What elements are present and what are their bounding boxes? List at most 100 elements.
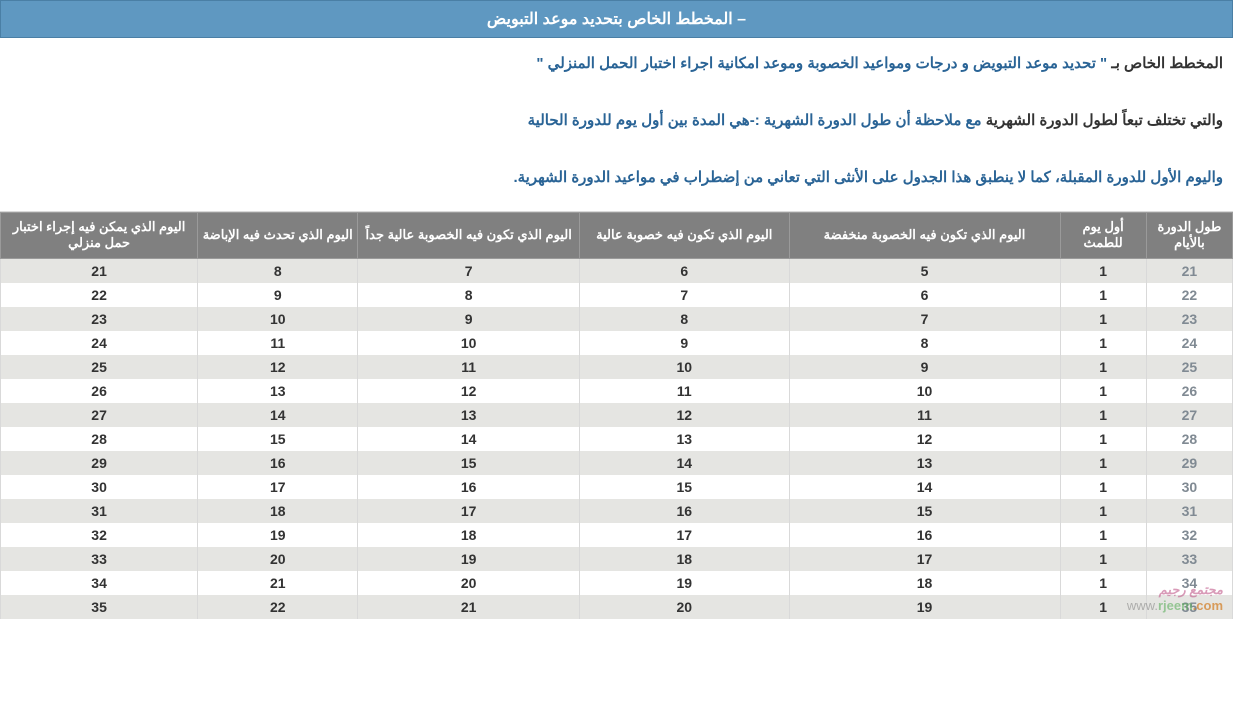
table-row: 2611011121326 [1,379,1233,403]
table-cell: 1 [1060,307,1146,331]
ovulation-table: طول الدورة بالأيامأول يوم للطمثاليوم الذ… [0,212,1233,620]
table-cell: 34 [1146,571,1232,595]
title-bar: – المخطط الخاص بتحديد موعد التبويض [0,0,1233,38]
table-cell: 1 [1060,427,1146,451]
table-cell: 13 [358,403,580,427]
table-cell: 9 [789,355,1060,379]
table-header-cell: اليوم الذي تكون فيه الخصوبة منخفضة [789,212,1060,259]
table-header-row: طول الدورة بالأيامأول يوم للطمثاليوم الذ… [1,212,1233,259]
table-cell: 9 [580,331,789,355]
table-cell: 11 [789,403,1060,427]
table-cell: 11 [198,331,358,355]
table-cell: 1 [1060,331,1146,355]
table-cell: 21 [1,259,198,284]
table-cell: 32 [1146,523,1232,547]
table-cell: 25 [1,355,198,379]
description-block: المخطط الخاص بـ " تحديد موعد التبويض و د… [0,38,1233,212]
table-row: 3511920212235 [1,595,1233,619]
description-line-2: والتي تختلف تبعاً لطول الدورة الشهرية مع… [10,107,1223,136]
table-cell: 33 [1146,547,1232,571]
table-cell: 16 [198,451,358,475]
desc1-quoted: " تحديد موعد التبويض و درجات ومواعيد الخ… [536,55,1107,72]
table-cell: 18 [358,523,580,547]
table-cell: 12 [198,355,358,379]
table-cell: 35 [1146,595,1232,619]
table-cell: 28 [1,427,198,451]
table-header-cell: اليوم الذي تحدث فيه الإباضة [198,212,358,259]
table-row: 3011415161730 [1,475,1233,499]
table-cell: 32 [1,523,198,547]
table-cell: 21 [198,571,358,595]
table-cell: 18 [580,547,789,571]
table-header-cell: اليوم الذي تكون فيه خصوبة عالية [580,212,789,259]
table-cell: 20 [198,547,358,571]
table-cell: 1 [1060,379,1146,403]
table-cell: 7 [789,307,1060,331]
table-cell: 27 [1146,403,1232,427]
table-cell: 35 [1,595,198,619]
table-cell: 18 [198,499,358,523]
table-header-cell: اليوم الذي يمكن فيه إجراء اختبار حمل منز… [1,212,198,259]
table-cell: 16 [358,475,580,499]
table-cell: 34 [1,571,198,595]
table-cell: 21 [358,595,580,619]
table-cell: 20 [580,595,789,619]
table-cell: 11 [358,355,580,379]
table-cell: 23 [1,307,198,331]
table-cell: 31 [1146,499,1232,523]
table-cell: 28 [1146,427,1232,451]
table-cell: 8 [358,283,580,307]
table-cell: 19 [198,523,358,547]
table-cell: 19 [580,571,789,595]
table-cell: 10 [580,355,789,379]
table-cell: 14 [789,475,1060,499]
table-cell: 30 [1,475,198,499]
table-cell: 19 [358,547,580,571]
table-cell: 16 [580,499,789,523]
table-cell: 15 [789,499,1060,523]
table-cell: 26 [1,379,198,403]
title-text: – المخطط الخاص بتحديد موعد التبويض [487,11,746,28]
table-row: 211567821 [1,259,1233,284]
table-cell: 1 [1060,283,1146,307]
table-cell: 1 [1060,475,1146,499]
table-cell: 29 [1146,451,1232,475]
table-cell: 1 [1060,403,1146,427]
table-cell: 8 [198,259,358,284]
table-cell: 19 [789,595,1060,619]
table-cell: 1 [1060,595,1146,619]
table-row: 2911314151629 [1,451,1233,475]
table-cell: 33 [1,547,198,571]
table-row: 3311718192033 [1,547,1233,571]
table-row: 2811213141528 [1,427,1233,451]
table-cell: 15 [358,451,580,475]
table-cell: 22 [1146,283,1232,307]
table-cell: 8 [789,331,1060,355]
table-cell: 24 [1146,331,1232,355]
table-cell: 11 [580,379,789,403]
table-cell: 12 [789,427,1060,451]
table-cell: 6 [789,283,1060,307]
table-row: 221678922 [1,283,1233,307]
table-row: 3111516171831 [1,499,1233,523]
table-cell: 9 [358,307,580,331]
table-cell: 7 [580,283,789,307]
table-cell: 7 [358,259,580,284]
table-cell: 10 [198,307,358,331]
table-cell: 1 [1060,259,1146,284]
table-cell: 1 [1060,499,1146,523]
table-row: 24189101124 [1,331,1233,355]
table-cell: 12 [358,379,580,403]
table-cell: 30 [1146,475,1232,499]
table-row: 3211617181932 [1,523,1233,547]
table-cell: 25 [1146,355,1232,379]
table-cell: 27 [1,403,198,427]
table-cell: 10 [789,379,1060,403]
table-cell: 22 [1,283,198,307]
table-cell: 17 [358,499,580,523]
description-line-1: المخطط الخاص بـ " تحديد موعد التبويض و د… [10,50,1223,79]
table-cell: 1 [1060,571,1146,595]
table-head: طول الدورة بالأيامأول يوم للطمثاليوم الذ… [1,212,1233,259]
table-cell: 1 [1060,547,1146,571]
table-cell: 8 [580,307,789,331]
